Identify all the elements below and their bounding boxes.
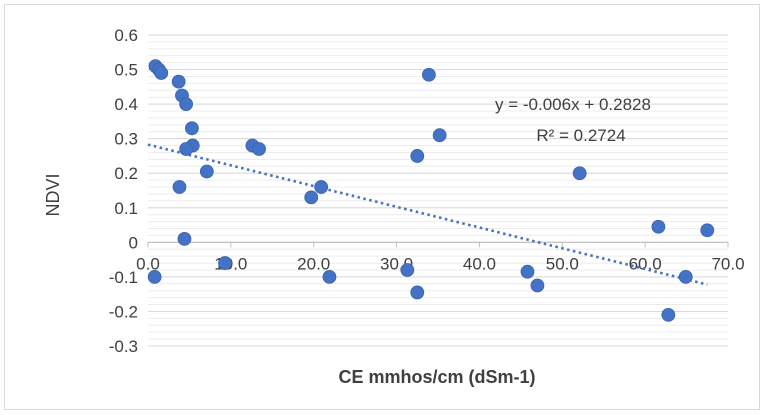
trendline xyxy=(147,143,708,286)
grid-lines xyxy=(148,34,728,347)
y-tick-label: -0.1 xyxy=(109,268,138,287)
y-axis-ticks: 0.6 0.5 0.4 0.3 0.2 0.1 0 -0.1 -0.2 -0.3 xyxy=(109,26,138,356)
data-point xyxy=(432,128,447,143)
y-tick-label: 0.5 xyxy=(114,61,138,80)
y-axis-title: NDVI xyxy=(43,173,63,216)
data-point xyxy=(520,264,535,279)
y-tick-label: -0.2 xyxy=(109,302,138,321)
data-point xyxy=(177,231,192,246)
data-point xyxy=(252,142,266,156)
data-point xyxy=(410,149,425,163)
data-point xyxy=(172,180,187,194)
y-tick-label: 0 xyxy=(129,233,138,252)
x-tick-label: 70.0 xyxy=(711,254,744,273)
x-axis-title: CE mmhos/cm (dSm-1) xyxy=(338,367,535,387)
data-point xyxy=(179,142,194,156)
data-point xyxy=(154,66,169,80)
x-tick-label: 20.0 xyxy=(297,254,330,273)
data-point xyxy=(700,223,715,238)
data-point xyxy=(179,97,194,112)
data-point xyxy=(322,269,337,284)
r-squared-label: R² = 0.2724 xyxy=(536,126,625,145)
data-point xyxy=(572,166,587,181)
y-tick-label: 0.3 xyxy=(114,130,138,149)
y-tick-label: -0.3 xyxy=(109,337,138,356)
y-tick-label: 0.1 xyxy=(114,199,138,218)
scatter-chart: 0.60.50.40.30.20.10-0.1-0.2-0.3 0.010.02… xyxy=(43,26,745,387)
data-point xyxy=(314,180,329,194)
data-points xyxy=(147,59,715,322)
x-tick-label: 0.0 xyxy=(136,254,160,273)
data-point xyxy=(199,164,214,179)
trendline-equation: y = -0.006x + 0.2828 xyxy=(495,95,651,114)
x-tick-label: 40.0 xyxy=(463,254,496,273)
y-tick-label: 0.2 xyxy=(114,164,138,183)
y-tick-label: 0.4 xyxy=(114,95,138,114)
data-point xyxy=(171,74,186,89)
x-tick-label: 60.0 xyxy=(629,254,662,273)
data-point xyxy=(661,307,676,322)
data-point xyxy=(218,256,232,270)
data-point xyxy=(410,285,425,300)
trendline-layer xyxy=(147,143,708,286)
data-point xyxy=(400,263,415,277)
data-point xyxy=(147,269,162,284)
y-tick-label: 0.6 xyxy=(114,26,138,45)
data-point xyxy=(421,67,436,82)
chart-frame: 0.60.50.40.30.20.10-0.1-0.2-0.3 0.010.02… xyxy=(4,4,760,410)
data-point xyxy=(185,121,199,136)
data-point xyxy=(304,190,319,205)
data-point xyxy=(530,278,545,293)
x-tick-label: 50.0 xyxy=(546,254,579,273)
data-point xyxy=(678,269,693,284)
data-point xyxy=(651,219,666,234)
